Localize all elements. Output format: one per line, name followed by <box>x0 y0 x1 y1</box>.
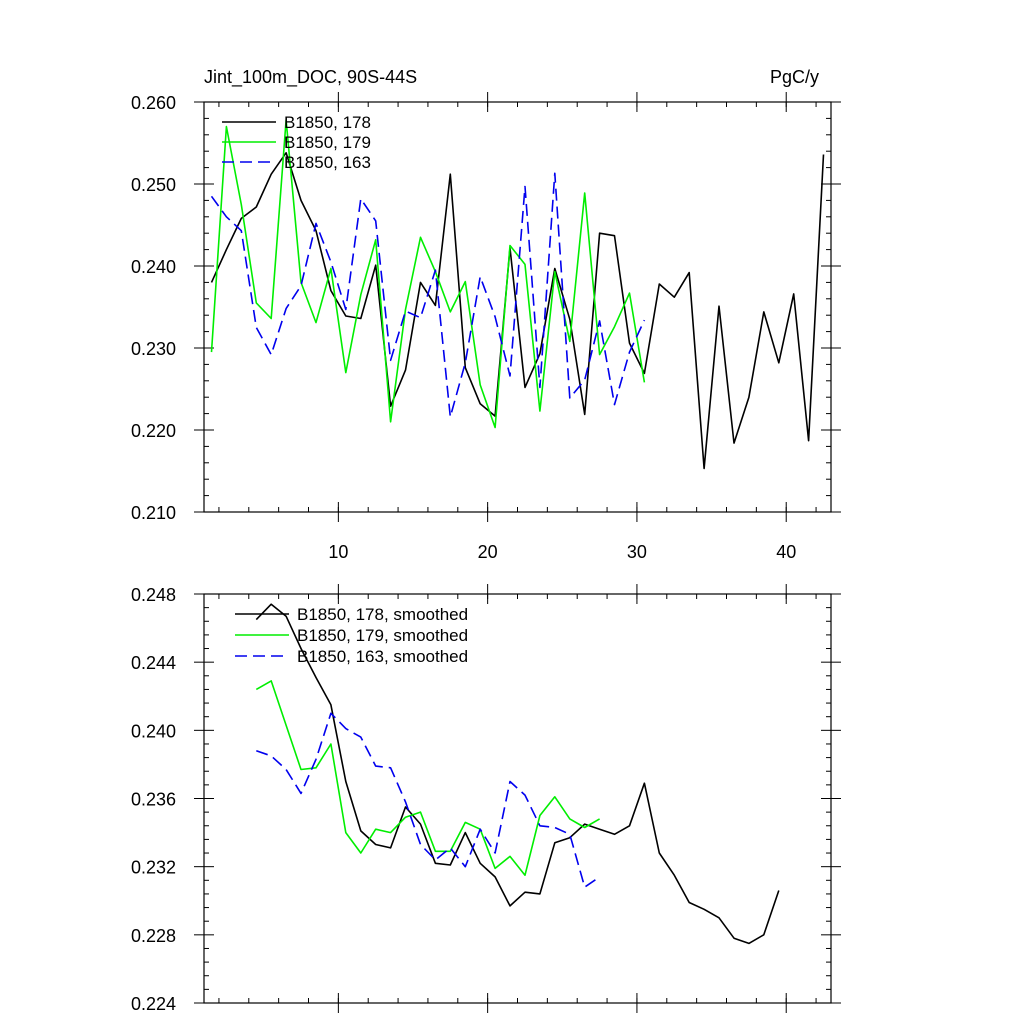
top-legend-label: B1850, 179 <box>284 133 371 152</box>
top-panel-title: Jint_100m_DOC, 90S-44S <box>204 67 417 88</box>
top-y-tick-label: 0.260 <box>131 93 176 113</box>
bottom-y-tick-label: 0.248 <box>131 585 176 605</box>
bottom-legend-label: B1850, 178, smoothed <box>297 605 468 624</box>
top-series-line-1 <box>210 152 825 470</box>
bottom-y-tick-label: 0.224 <box>131 994 176 1014</box>
top-x-tick-label: 30 <box>627 542 647 562</box>
top-y-tick-label: 0.240 <box>131 257 176 277</box>
top-ticks: 10 20 30 40 0.210 0.220 0.230 0.240 0.250 0.260 <box>131 92 841 562</box>
bottom-legend: B1850, 178, smoothed B1850, 179, smoothed… <box>235 605 468 666</box>
top-series-line-2 <box>210 119 646 429</box>
top-legend-label: B1850, 178 <box>284 113 371 132</box>
top-y-tick-label: 0.210 <box>131 503 176 523</box>
bottom-legend-label: B1850, 179, smoothed <box>297 626 468 645</box>
bottom-panel: 0.224 0.228 0.232 0.236 0.240 0.244 0.248 B1850… <box>131 584 841 1014</box>
bottom-y-tick-label: 0.240 <box>131 721 176 741</box>
bottom-series-line-3 <box>256 712 601 888</box>
bottom-y-tick-label: 0.236 <box>131 790 176 810</box>
bottom-series-line-2 <box>255 680 600 877</box>
top-plot-frame <box>203 101 832 513</box>
bottom-y-tick-label: 0.232 <box>131 858 176 878</box>
top-panel: Jint_100m_DOC, 90S-44S PgC/y 10 20 30 40 0.2… <box>131 67 841 562</box>
bottom-ticks: 0.224 0.228 0.232 0.236 0.240 0.244 0.248 <box>131 584 841 1014</box>
top-y-tick-label: 0.230 <box>131 339 176 359</box>
bottom-legend-label: B1850, 163, smoothed <box>297 647 468 666</box>
top-legend-label: B1850, 163 <box>284 153 371 172</box>
top-x-tick-label: 20 <box>478 542 498 562</box>
bottom-y-tick-label: 0.244 <box>131 653 176 673</box>
bottom-series-line-1 <box>255 603 780 945</box>
top-series-line-3 <box>210 172 646 418</box>
bottom-plot-frame <box>203 593 832 1004</box>
top-panel-units: PgC/y <box>770 67 819 87</box>
top-x-tick-label: 10 <box>328 542 348 562</box>
top-x-tick-label: 40 <box>776 542 796 562</box>
top-y-tick-label: 0.220 <box>131 421 176 441</box>
bottom-y-tick-label: 0.228 <box>131 926 176 946</box>
top-y-tick-label: 0.250 <box>131 175 176 195</box>
